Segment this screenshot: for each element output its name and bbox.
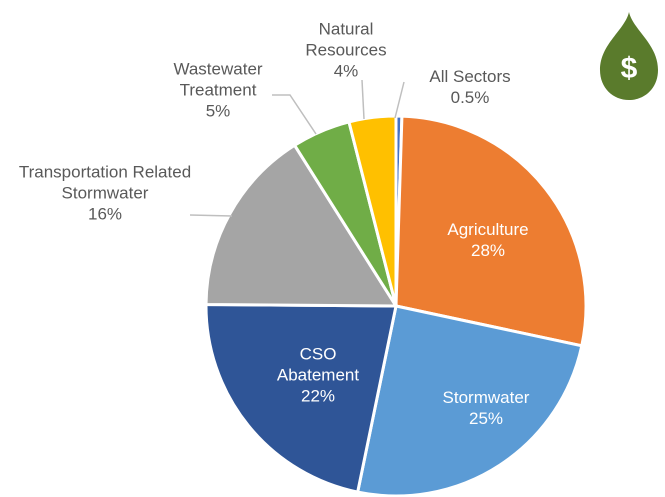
slice-label: Natural Resources 4% bbox=[291, 19, 401, 82]
slice-label: CSO Abatement 22% bbox=[263, 344, 373, 407]
value-label: 5% bbox=[205, 101, 231, 121]
value-label: 0.5% bbox=[450, 88, 490, 107]
slice-label: Wastewater Treatment 5% bbox=[158, 59, 278, 122]
slice-label: Agriculture 28% bbox=[428, 219, 548, 261]
icon-text: $ bbox=[621, 52, 638, 85]
category-label: Wastewater Treatment bbox=[173, 59, 263, 100]
category-label: Agriculture bbox=[447, 220, 529, 239]
slice-label: Transportation Related Stormwater 16% bbox=[0, 162, 210, 225]
pie-slice bbox=[204, 143, 399, 308]
value-label: 4% bbox=[333, 61, 359, 81]
icon: $ bbox=[600, 12, 658, 100]
leader-lines bbox=[189, 79, 405, 217]
pie-slice bbox=[204, 303, 398, 494]
slice-label: Stormwater 25% bbox=[426, 387, 546, 429]
leader-line bbox=[361, 79, 365, 120]
slice-label: All Sectors 0.5% bbox=[410, 66, 530, 108]
category-label: All Sectors bbox=[429, 67, 511, 86]
value-label: 25% bbox=[468, 409, 504, 428]
leader-line bbox=[394, 81, 405, 119]
leader-line bbox=[189, 214, 233, 217]
value-label: 22% bbox=[300, 386, 336, 406]
value-label: 28% bbox=[470, 241, 506, 260]
category-label: CSO Abatement bbox=[276, 344, 360, 385]
category-label: Stormwater bbox=[442, 388, 530, 407]
value-label: 16% bbox=[87, 204, 123, 224]
icon-drop bbox=[600, 12, 658, 100]
leader-line bbox=[272, 94, 317, 135]
pie-slice bbox=[394, 114, 588, 348]
category-label: Transportation Related Stormwater bbox=[18, 162, 192, 203]
category-label: Natural Resources bbox=[305, 19, 387, 60]
pie-slice bbox=[355, 304, 584, 497]
